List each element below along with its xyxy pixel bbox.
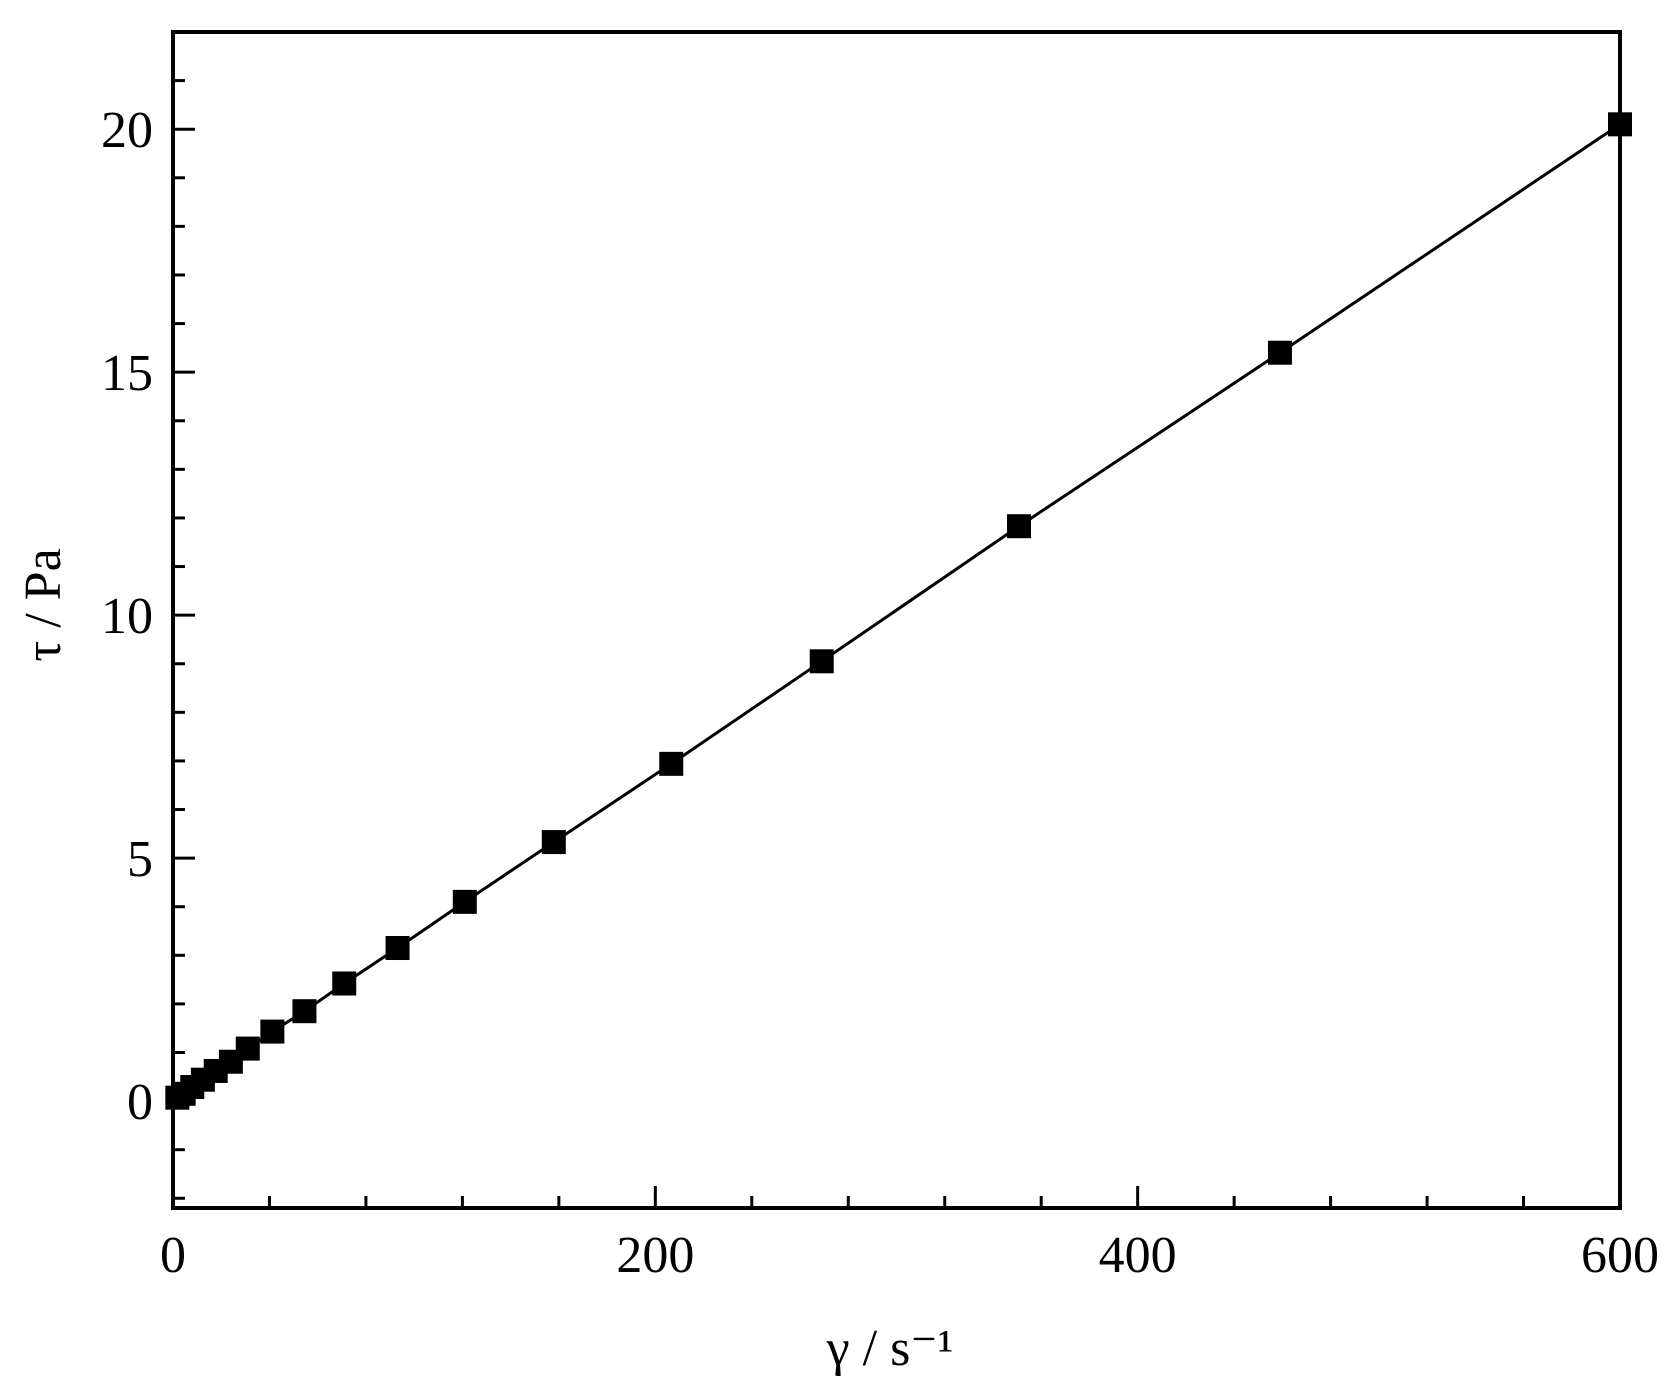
y-tick-label: 5 [127,831,153,888]
data-point [1267,340,1292,365]
x-tick-label: 400 [1099,1227,1177,1284]
data-point [452,889,477,914]
y-axis-label: τ / Pa [15,548,72,661]
x-tick-label: 600 [1581,1227,1659,1284]
x-tick-label: 0 [160,1227,186,1284]
data-point [541,830,566,855]
y-tick-label: 15 [101,345,153,402]
x-axis-label: γ / s⁻¹ [826,1320,954,1377]
y-tick-label: 10 [101,588,153,645]
data-point [1007,514,1032,539]
data-point [385,936,410,961]
x-tick-label: 200 [616,1227,694,1284]
data-point [809,649,834,674]
data-point [235,1036,260,1061]
y-tick-label: 20 [101,102,153,159]
data-point [292,999,317,1024]
y-tick-label: 0 [127,1074,153,1131]
data-point [659,751,684,776]
data-point [1608,112,1632,137]
data-point [332,971,357,996]
data-point [260,1019,285,1044]
plot-frame [171,30,1622,1210]
